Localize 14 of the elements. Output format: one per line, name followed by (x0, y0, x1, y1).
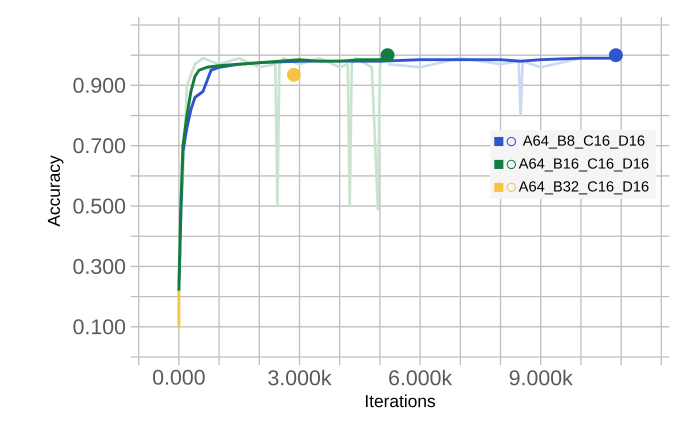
x-tick-label: 9.000k (510, 370, 573, 386)
y-tick-label: 0.900 (73, 78, 126, 93)
x-axis-title: Iterations (366, 394, 436, 408)
legend-label: A64_B32_C16_D16 (518, 181, 648, 194)
y-tick-label: 0.100 (73, 319, 126, 334)
y-tick-label: 0.500 (73, 198, 126, 214)
legend-label: A64_B8_C16_D16 (522, 135, 644, 149)
x-tick-label: 3.000k (268, 370, 332, 386)
y-axis-title: Accuracy (48, 155, 64, 227)
y-tick-label: 0.700 (73, 138, 126, 154)
legend-label: A64_B16_C16_D16 (518, 158, 648, 172)
x-tick-label: 0.000 (153, 370, 205, 385)
x-tick-label: 6.000k (389, 370, 452, 386)
y-tick-label: 0.300 (73, 258, 126, 274)
